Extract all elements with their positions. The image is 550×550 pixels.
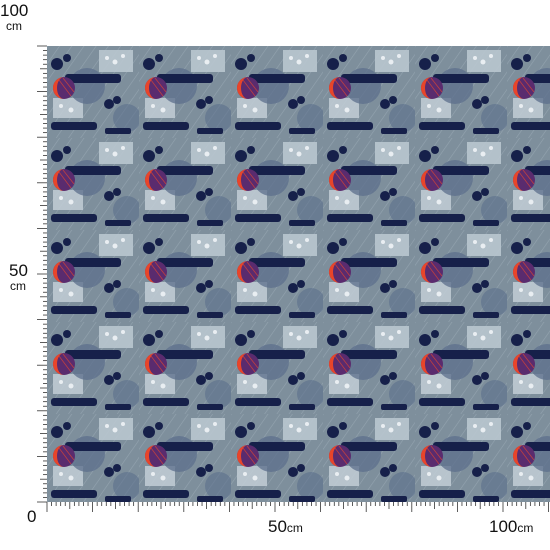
ruler-bottom-50-value: 50	[268, 517, 287, 536]
fabric-pattern	[47, 46, 550, 502]
ruler-bottom-100-unit: cm	[517, 521, 533, 535]
ruler-bottom-100-value: 100	[489, 517, 517, 536]
ruler-bottom-50-unit: cm	[287, 521, 303, 535]
ruler-left-50-unit: cm	[10, 280, 26, 292]
ruler-bottom-100-label: 100cm	[489, 518, 533, 535]
ruler-bottom	[46, 502, 550, 516]
ruler-left	[33, 44, 47, 504]
ruler-left-50-label: 50	[9, 262, 28, 279]
ruler-bottom-50-label: 50cm	[268, 518, 303, 535]
ruler-origin-label: 0	[27, 508, 36, 525]
fabric-swatch	[47, 46, 550, 502]
ruler-left-100-label: 100	[0, 2, 28, 19]
ruler-left-100-unit: cm	[6, 20, 22, 32]
